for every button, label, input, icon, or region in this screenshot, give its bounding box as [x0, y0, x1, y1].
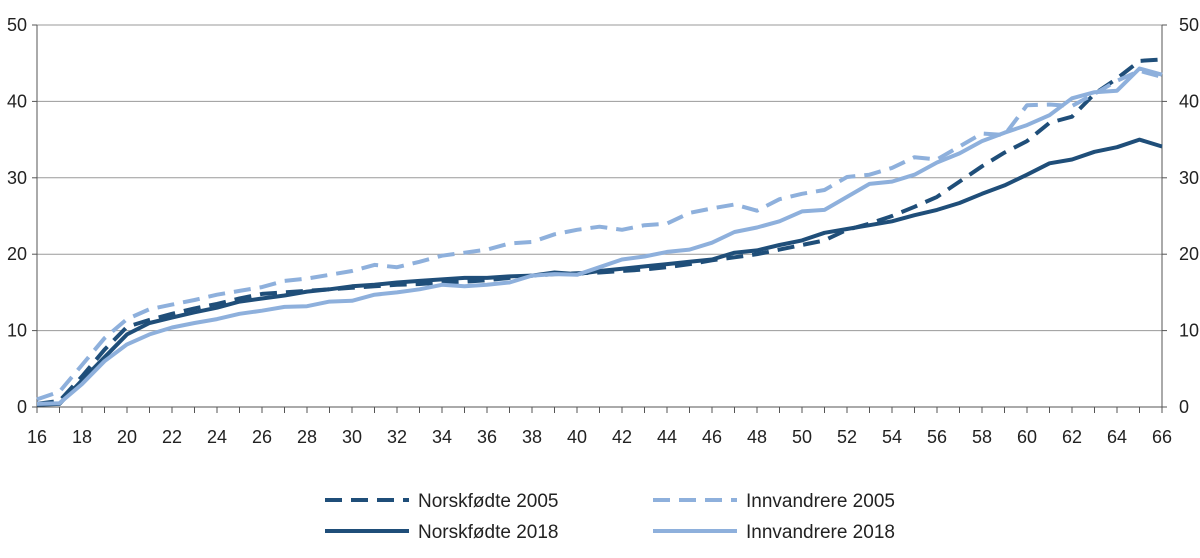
- legend-label-1: Norskfødte 2005: [418, 491, 558, 512]
- y-tick-label-left: 30: [7, 168, 27, 188]
- x-tick-label: 62: [1062, 427, 1082, 447]
- y-tick-label-right: 0: [1179, 397, 1189, 417]
- x-tick-label: 66: [1152, 427, 1172, 447]
- x-tick-label: 38: [522, 427, 542, 447]
- series-line-4: [36, 66, 1163, 406]
- y-tick-label-right: 10: [1179, 321, 1199, 341]
- y-tick-label-left: 40: [7, 91, 27, 111]
- x-tick-label: 64: [1107, 427, 1127, 447]
- x-tick-label: 48: [747, 427, 767, 447]
- legend-label-3: Innvandrere 2005: [746, 491, 895, 512]
- legend-label-2: Norskfødte 2018: [418, 522, 558, 543]
- x-axis-labels: 16 18 20 22 24 26 28 30 32 34 36 38 40 42 44 46 48 50 52 54…: [27, 427, 1172, 447]
- x-tick-label: 24: [207, 427, 227, 447]
- x-tick-label: 20: [117, 427, 137, 447]
- x-tick-label: 44: [657, 427, 677, 447]
- x-tick-label: 30: [342, 427, 362, 447]
- x-tick-label: 40: [567, 427, 587, 447]
- x-tick-label: 52: [837, 427, 857, 447]
- y-tick-label-right: 20: [1179, 244, 1199, 264]
- x-tick-label: 54: [882, 427, 902, 447]
- y-tick-label-right: 50: [1179, 15, 1199, 35]
- x-tick-label: 36: [477, 427, 497, 447]
- legend-label-4: Innvandrere 2018: [746, 522, 895, 543]
- series-lines: [36, 57, 1163, 407]
- chart-axes: [32, 24, 1167, 413]
- y-tick-label-left: 50: [7, 15, 27, 35]
- x-tick-label: 18: [72, 427, 92, 447]
- x-tick-label: 34: [432, 427, 452, 447]
- y-tick-label-left: 10: [7, 321, 27, 341]
- y-tick-label-left: 20: [7, 244, 27, 264]
- x-tick-label: 58: [972, 427, 992, 447]
- legend: Norskfødte 2005 Norskfødte 2018 Innvandrer…: [325, 491, 895, 543]
- series-line-2: [36, 137, 1163, 407]
- series-line-1: [36, 57, 1163, 406]
- x-tick-label: 56: [927, 427, 947, 447]
- x-tick-label: 42: [612, 427, 632, 447]
- x-tick-label: 16: [27, 427, 47, 447]
- x-tick-label: 28: [297, 427, 317, 447]
- x-tick-label: 22: [162, 427, 182, 447]
- y-axis-left-labels: 0 10 20 30 40 50: [7, 15, 27, 417]
- y-axis-right-labels: 0 10 20 30 40 50: [1179, 15, 1199, 417]
- x-tick-label: 50: [792, 427, 812, 447]
- x-tick-label: 46: [702, 427, 722, 447]
- series-line-3: [36, 68, 1163, 402]
- x-tick-label: 26: [252, 427, 272, 447]
- y-tick-label-left: 0: [17, 397, 27, 417]
- y-tick-label-right: 30: [1179, 168, 1199, 188]
- y-tick-label-right: 40: [1179, 91, 1199, 111]
- gridlines: [37, 24, 1162, 332]
- x-tick-label: 60: [1017, 427, 1037, 447]
- x-tick-label: 32: [387, 427, 407, 447]
